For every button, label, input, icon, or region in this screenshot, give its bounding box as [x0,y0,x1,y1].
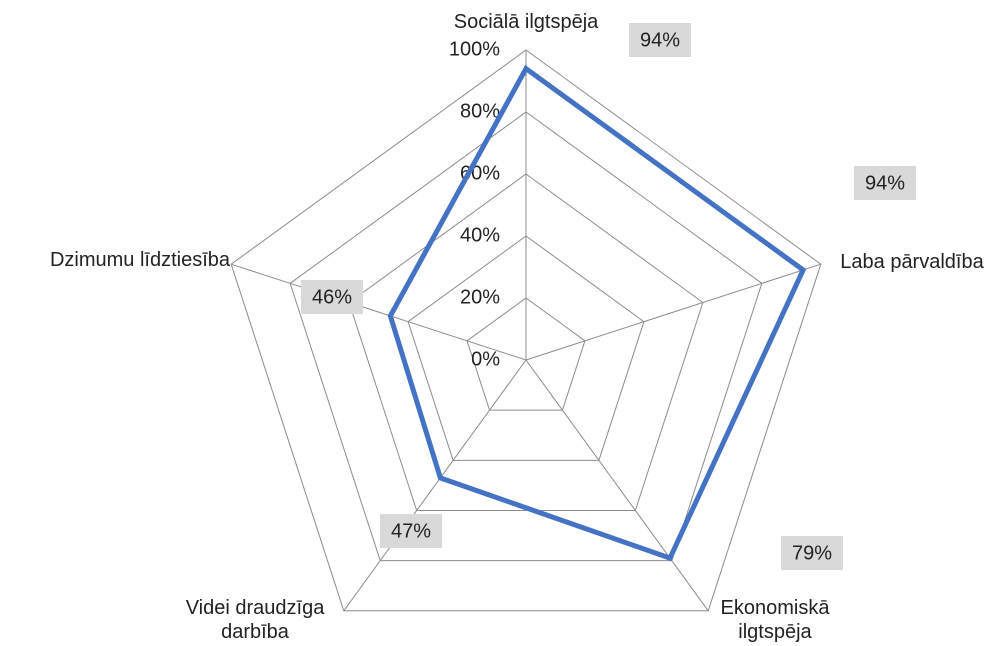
data-label: 46% [312,286,352,308]
y-tick-label: 0% [471,348,500,370]
data-label-box [301,280,363,314]
grid-ring [230,49,822,612]
data-label: 47% [391,520,431,542]
data-label-box [781,536,843,570]
data-label-box [854,166,916,200]
grid-ring [289,111,763,562]
data-label: 94% [640,29,680,51]
y-tick-label: 20% [460,286,500,308]
category-label: Videi draudzīga darbība [185,597,325,643]
data-label: 79% [792,542,832,564]
category-label: Sociālā ilgtspēja [453,11,599,33]
category-label: Dzimumu līdztiesība [49,249,230,271]
spoke [525,359,709,612]
data-label-box [629,23,691,57]
data-label: 94% [865,172,905,194]
y-tick-label: 100% [449,38,500,60]
y-tick-label: 80% [460,100,500,122]
data-label-box [380,514,442,548]
grid-ring [407,235,645,461]
grid-ring [348,173,704,511]
category-label: Laba pārvaldība [840,251,984,273]
grid-ring [466,297,586,411]
category-label: Ekonomiskā ilgtspēja [720,597,830,643]
spoke [343,359,527,612]
series-line [387,64,807,562]
spoke [525,263,821,361]
y-tick-label: 40% [460,224,500,246]
spoke [231,263,527,361]
